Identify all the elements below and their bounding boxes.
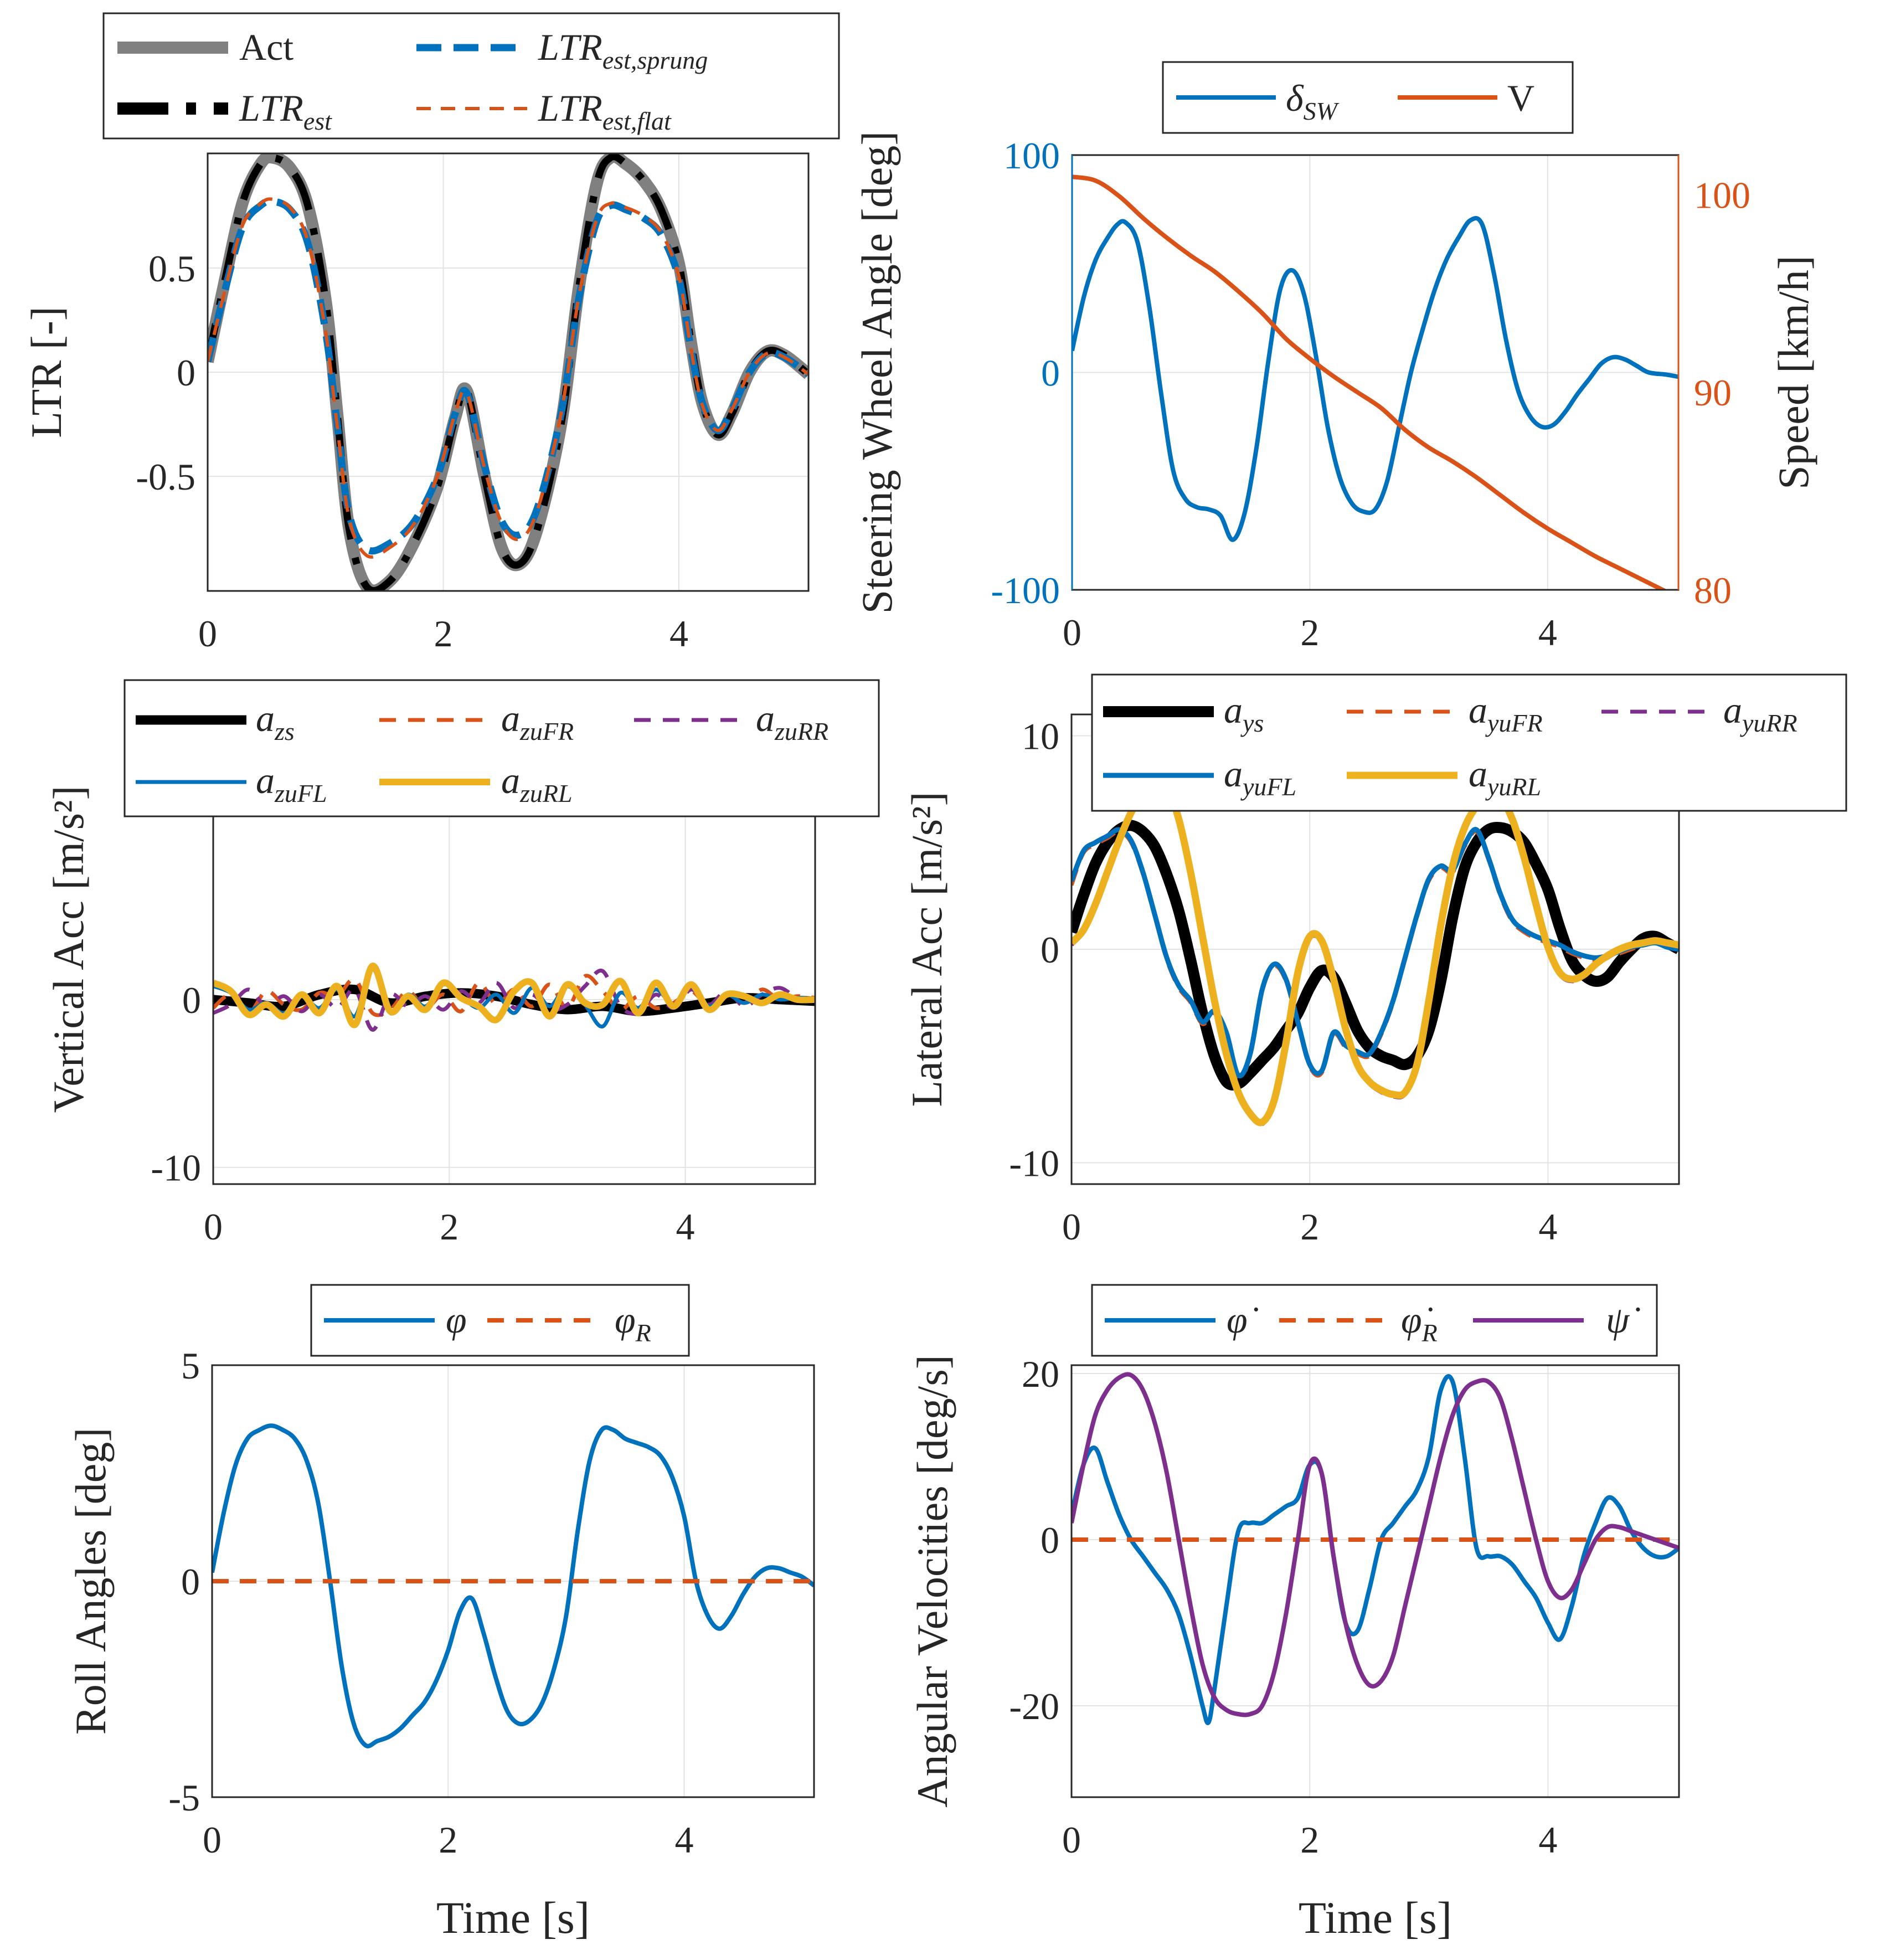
y-tick-label: 100 <box>1003 135 1060 177</box>
y-tick-label: 20 <box>1022 1353 1059 1395</box>
ltr-axes <box>207 152 810 592</box>
ltr-ylabel: LTR [-] <box>22 306 70 438</box>
y-tick-label: 0 <box>1041 929 1059 971</box>
y-tick-label: -5 <box>168 1777 200 1819</box>
y-tick-label: 5 <box>181 1345 200 1387</box>
y-tick-label: -10 <box>1009 1142 1059 1184</box>
steer-ylabel-right: Speed [km/h] <box>1769 255 1817 489</box>
y-tick-label: 0 <box>177 352 195 394</box>
legend-label-phirdot: φ̇R <box>1401 1299 1438 1347</box>
roll-xlabel: Time [s] <box>436 1892 590 1943</box>
angvel-series-phidot <box>1072 1374 1679 1725</box>
angvel-legend: φ̇ φ̇R ψ̇ <box>1091 1284 1658 1357</box>
roll-legend: φ φR <box>310 1284 690 1357</box>
x-tick-label: 0 <box>1062 1819 1081 1861</box>
lacc-series-fl <box>1072 827 1679 1079</box>
steer-legend: δSW V <box>1162 61 1574 134</box>
vacc-ylabel: Vertical Acc [m/s²] <box>44 786 92 1113</box>
roll-series-group <box>212 1423 814 1748</box>
roll-series-phi <box>212 1423 814 1748</box>
y-tick-label: -0.5 <box>136 456 195 498</box>
angvel-series-group <box>1072 1372 1679 1725</box>
vacc-series-rr <box>213 969 815 1032</box>
lacc-series-rl <box>1072 776 1679 1126</box>
steer-ylabel: Steering Wheel Angle [deg] <box>853 131 901 614</box>
angvel-series-psidot <box>1072 1372 1679 1717</box>
lacc-series-group <box>1072 776 1679 1127</box>
vacc-series-group <box>213 963 815 1032</box>
ltr-series-group <box>208 153 808 591</box>
roll-ylabel: Roll Angles [deg] <box>66 1428 115 1735</box>
lacc-legend: ays ayuFR ayuRR ayuFL ayuRL <box>1091 673 1847 812</box>
y-tick-label: -10 <box>151 1147 201 1189</box>
y-right-tick-label: 100 <box>1694 174 1750 216</box>
angvel-axes <box>1070 1364 1680 1798</box>
ltr-legend: Act LTRest,sprung LTRest LTRest,flat <box>102 12 840 140</box>
steer-series-v <box>1072 174 1668 590</box>
x-tick-label: 0 <box>198 613 217 655</box>
y-tick-label: 0 <box>1041 352 1060 394</box>
ltr-chart: 0 2 4 0.5 0 -0.5 LTR [-] <box>22 152 810 655</box>
y-tick-label: -100 <box>991 569 1060 611</box>
y-tick-label: 10 <box>1022 716 1059 758</box>
x-tick-label: 0 <box>1063 611 1081 654</box>
legend-label-v: V <box>1507 77 1534 119</box>
x-tick-label: 4 <box>1538 611 1557 654</box>
x-tick-label: 0 <box>203 1819 222 1861</box>
vacc-series-fr <box>213 974 815 1017</box>
vacc-legend: azs azuFR azuRR azuFL azuRL <box>123 679 880 817</box>
x-tick-label: 4 <box>1538 1819 1557 1861</box>
angvel-chart: 0 2 4 20 0 -20 Angular Velocities [deg/s] Time … <box>908 1353 1680 1943</box>
angvel-xlabel: Time [s] <box>1299 1892 1452 1943</box>
legend-label-phi: φ <box>446 1299 467 1341</box>
x-tick-label: 2 <box>439 1819 457 1861</box>
angvel-ylabel: Angular Velocities [deg/s] <box>908 1355 956 1807</box>
steer-series-group <box>1072 174 1678 590</box>
x-tick-label: 0 <box>1062 1206 1081 1248</box>
x-tick-label: 2 <box>440 1206 459 1248</box>
x-tick-label: 4 <box>1538 1206 1557 1248</box>
y-tick-label: -20 <box>1009 1685 1059 1727</box>
lacc-series-ys <box>1072 820 1679 1090</box>
x-tick-label: 2 <box>434 613 452 655</box>
x-tick-label: 2 <box>1300 1206 1319 1248</box>
roll-axes <box>211 1364 815 1798</box>
x-tick-label: 4 <box>675 1819 694 1861</box>
x-tick-label: 2 <box>1300 1819 1319 1861</box>
y-right-tick-label: 80 <box>1694 569 1732 611</box>
steer-series-dsw <box>1072 216 1678 542</box>
y-tick-label: 0 <box>182 979 201 1021</box>
legend-label-act: Act <box>239 26 293 68</box>
x-tick-label: 2 <box>1300 611 1319 654</box>
x-tick-label: 4 <box>669 613 688 655</box>
vacc-series-rl <box>213 963 815 1028</box>
y-tick-label: 0 <box>1041 1519 1059 1561</box>
x-tick-label: 4 <box>676 1206 695 1248</box>
y-right-tick-label: 90 <box>1694 372 1732 414</box>
ltr-series-sprung <box>208 197 808 555</box>
x-tick-label: 0 <box>204 1206 223 1248</box>
y-tick-label: 0.5 <box>148 248 195 290</box>
lacc-ylabel: Lateral Acc [m/s²] <box>903 791 951 1107</box>
y-tick-label: 0 <box>181 1561 200 1603</box>
